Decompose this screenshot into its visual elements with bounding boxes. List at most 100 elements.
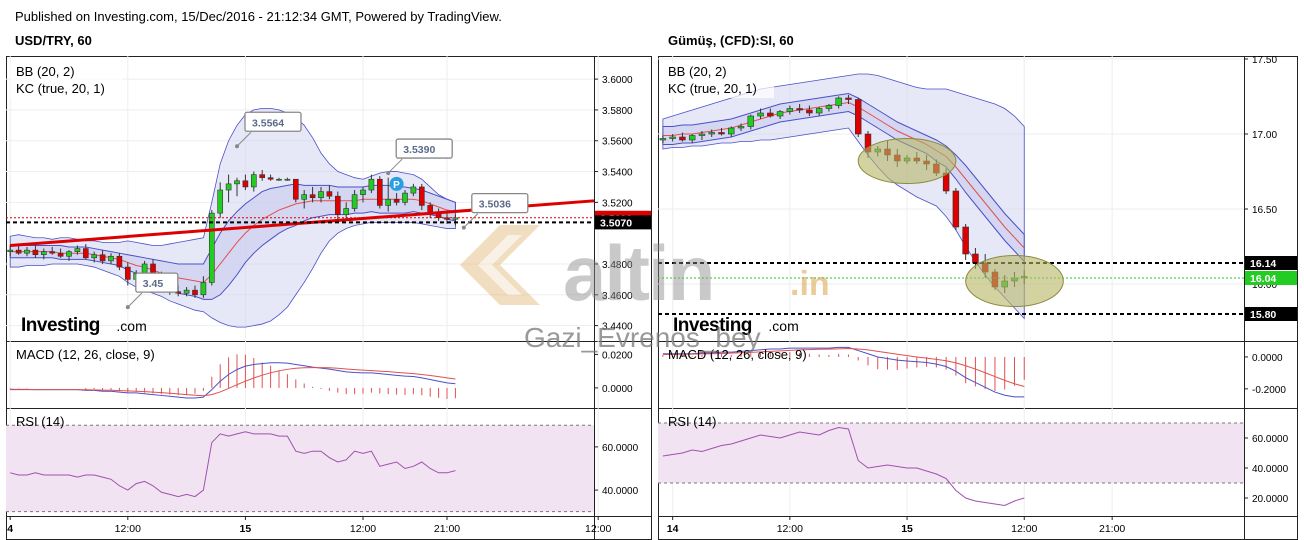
candle — [962, 224, 969, 260]
candle-down — [15, 249, 22, 254]
y-tick-label: 40.0000 — [602, 486, 639, 497]
candle — [845, 95, 852, 104]
label-bg — [10, 62, 122, 98]
candle — [698, 131, 706, 140]
candle-up — [208, 212, 215, 283]
candle-up — [360, 189, 366, 195]
candle — [318, 186, 324, 203]
candle — [66, 250, 72, 261]
y-tick-label: 3.4400 — [602, 322, 633, 333]
callout-box — [244, 111, 302, 132]
watermark-tld: .in — [790, 265, 830, 303]
candle-down — [192, 289, 198, 296]
candle-up — [708, 132, 715, 135]
y-tick-label: 3.6000 — [602, 75, 633, 86]
candle — [952, 188, 960, 230]
candle-down — [854, 99, 862, 135]
candle — [57, 248, 64, 258]
candle — [825, 104, 833, 112]
callout-leader — [127, 292, 143, 308]
x-tick-label: 4 — [7, 523, 13, 535]
candle-down — [309, 194, 316, 199]
candle-up — [835, 97, 842, 106]
callout-box — [395, 138, 453, 159]
investing-logo-suffix: .com — [116, 318, 146, 334]
callout-leader — [463, 213, 479, 228]
candle — [284, 177, 291, 181]
candle — [410, 183, 417, 197]
silver-chart[interactable]: 17.50 17.00 16.50 16.00 16.14 16.04 15.80 BB (2… — [658, 56, 1298, 540]
rsi-band — [6, 425, 594, 512]
label-bg — [662, 62, 774, 98]
keltner-midline — [662, 101, 1025, 249]
x-tick-label: 15 — [240, 523, 252, 535]
candle-down — [718, 132, 725, 135]
y-tick-label: 3.4600 — [602, 291, 633, 302]
callout-anchor — [386, 171, 391, 176]
candle-down — [124, 266, 131, 280]
callout-box — [135, 272, 179, 293]
y-tick-label: 3.5600 — [602, 137, 633, 148]
candle — [183, 287, 190, 297]
candle-down — [952, 190, 960, 228]
candle — [835, 96, 842, 109]
published-header: Published on Investing.com, 15/Dec/2016 … — [15, 9, 502, 24]
candle — [309, 186, 316, 203]
candle-down — [845, 97, 852, 100]
candle — [200, 276, 207, 298]
candle-down — [796, 108, 803, 111]
macd-line — [662, 346, 1025, 398]
candle — [718, 128, 725, 136]
y-tick-label: 3.4800 — [602, 260, 633, 271]
chart-title-silver: Gümüş, (CFD):SI, 60 — [668, 33, 794, 48]
candle-up — [815, 108, 823, 114]
watermark-user: Gazi_Evrenos_bey — [524, 322, 761, 353]
candle-up — [7, 249, 14, 252]
candle — [728, 126, 735, 137]
x-tick-label: 12:00 — [1011, 523, 1037, 535]
candle — [49, 247, 56, 255]
candle-down — [679, 136, 686, 141]
candle — [334, 191, 341, 221]
candle — [217, 182, 224, 218]
candle — [767, 108, 774, 118]
level-label: 15.80 — [1250, 309, 1276, 321]
signal-line — [662, 347, 1025, 387]
y-tick-label: 3.5400 — [602, 168, 633, 179]
candle-down — [393, 198, 400, 203]
level-label-bg — [1245, 307, 1297, 321]
candle — [234, 177, 240, 197]
candle — [360, 186, 366, 203]
callout-label: 3.5036 — [479, 199, 511, 211]
candle-up — [40, 251, 47, 256]
candle-down — [82, 248, 89, 259]
usdtry-chart[interactable]: 3.6000 3.5800 3.5600 3.5400 3.5200 3.4800 3.46… — [6, 56, 652, 540]
candle — [708, 129, 715, 137]
level-label: 3.5070 — [600, 217, 632, 229]
candle-up — [66, 251, 72, 257]
candle-up — [301, 194, 308, 200]
candle-down — [962, 226, 969, 255]
candle — [225, 174, 232, 203]
candle-up — [108, 255, 114, 262]
candle — [688, 134, 696, 143]
candle-up — [776, 111, 784, 117]
candle-up — [747, 115, 755, 127]
candle-up — [368, 178, 375, 191]
candle-up — [250, 174, 257, 188]
candle — [796, 104, 803, 113]
candle — [757, 108, 764, 119]
level-label-bg — [1245, 256, 1297, 270]
candle — [91, 251, 98, 263]
highlight-ellipse — [857, 138, 957, 184]
x-tick-label: 12:00 — [350, 523, 376, 535]
y-tick-label: 16.00 — [1252, 280, 1277, 291]
candle — [192, 285, 198, 298]
candle — [669, 134, 676, 142]
x-tick-label: 12:00 — [777, 523, 803, 535]
indicator-label-rsi: RSI (14) — [668, 414, 716, 429]
candle — [116, 253, 123, 271]
x-tick-label: 21:00 — [1099, 523, 1125, 535]
candle-down — [767, 112, 774, 117]
candle-up — [825, 105, 833, 109]
